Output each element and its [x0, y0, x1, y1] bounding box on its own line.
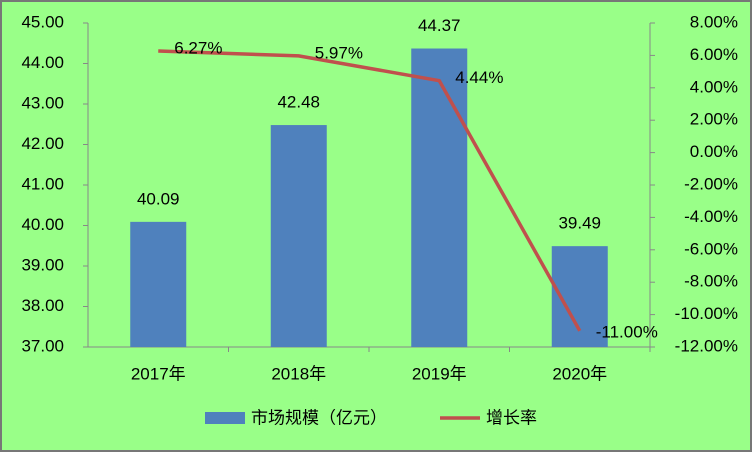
y-tick-label: 39.00 — [21, 255, 64, 274]
legend-label: 增长率 — [486, 408, 537, 427]
y2-tick-label: -4.00% — [684, 207, 738, 226]
bar — [270, 125, 327, 347]
x-tick-label: 2019年 — [412, 364, 467, 383]
y2-tick-label: -2.00% — [684, 174, 738, 193]
line-value-label: 6.27% — [174, 39, 222, 58]
line-value-label: 5.97% — [315, 43, 363, 62]
legend-swatch — [205, 412, 245, 424]
y2-tick-label: -12.00% — [675, 336, 738, 355]
x-tick-label: 2018年 — [271, 364, 326, 383]
y-tick-label: 43.00 — [21, 93, 64, 112]
y-tick-label: 40.00 — [21, 215, 64, 234]
line — [158, 49, 582, 332]
y2-tick-label: 6.00% — [690, 45, 738, 64]
y-tick-label: 37.00 — [21, 336, 64, 355]
y2-tick-label: 4.00% — [690, 77, 738, 96]
y-tick-label: 44.00 — [21, 53, 64, 72]
y-tick-label: 38.00 — [21, 296, 64, 315]
y-tick-label: 42.00 — [21, 134, 64, 153]
x-tick-label: 2020年 — [552, 364, 607, 383]
x-tick-label: 2017年 — [131, 364, 186, 383]
y2-tick-label: -8.00% — [684, 272, 738, 291]
line-value-label: -11.00% — [596, 322, 658, 341]
y2-tick-label: -10.00% — [675, 304, 738, 323]
y2-tick-label: -6.00% — [684, 239, 738, 258]
y-tick-label: 41.00 — [21, 174, 64, 193]
legend-label: 市场规模（亿元） — [251, 408, 387, 427]
bar — [130, 221, 187, 347]
y-tick-label: 45.00 — [21, 12, 64, 31]
y2-tick-label: 8.00% — [690, 12, 738, 31]
y2-tick-label: 2.00% — [690, 110, 738, 129]
bar-value-label: 40.09 — [137, 189, 180, 208]
bar-value-label: 42.48 — [277, 93, 320, 112]
y2-tick-label: 0.00% — [690, 142, 738, 161]
bar-value-label: 44.37 — [418, 16, 461, 35]
bar — [411, 48, 468, 347]
bar-value-label: 39.49 — [558, 214, 601, 233]
line-value-label: 4.44% — [455, 68, 503, 87]
